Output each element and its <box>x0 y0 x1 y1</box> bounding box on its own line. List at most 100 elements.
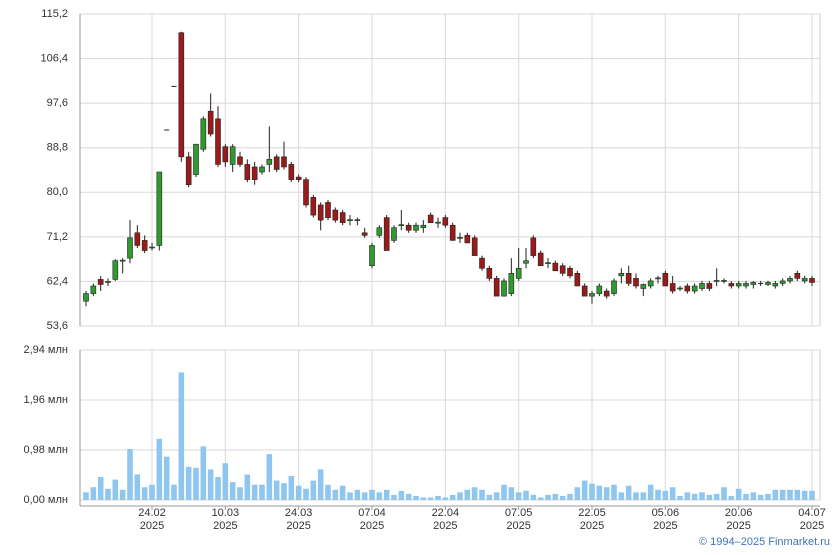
candle-body <box>787 278 793 282</box>
volume-bar <box>618 492 625 500</box>
candle-body <box>193 143 199 175</box>
volume-bar <box>486 494 493 500</box>
candle-body <box>508 273 515 294</box>
candle-body <box>801 278 808 282</box>
volume-bar <box>603 487 610 500</box>
candle-body <box>237 156 243 165</box>
candle-body <box>772 283 779 287</box>
x-tick-label: 2025 <box>726 520 750 532</box>
y-tick-label: 97,6 <box>47 97 68 109</box>
candle-body <box>391 227 397 241</box>
candle-body <box>420 224 427 229</box>
volume-bar <box>809 490 815 500</box>
volume-bar <box>171 484 177 500</box>
candle-body <box>486 267 493 279</box>
candle-body <box>559 265 566 274</box>
volume-bar <box>640 492 647 500</box>
volume-bar <box>523 490 529 500</box>
candle-body <box>640 284 647 289</box>
x-tick-label: 22.04 <box>432 507 460 519</box>
volume-bar <box>625 485 632 500</box>
volume-bar <box>376 492 383 500</box>
candle-body <box>112 260 119 280</box>
volume-bar <box>369 489 375 500</box>
volume-bar <box>127 448 133 500</box>
y-tick-label: 1,96 млн <box>23 394 68 406</box>
candle-body <box>574 273 581 287</box>
candle-body <box>743 283 749 287</box>
candle-body <box>603 290 610 297</box>
candle-body <box>149 246 155 249</box>
volume-bar <box>743 493 749 500</box>
x-tick-label: 04.07 <box>798 507 826 519</box>
volume-bar <box>464 489 471 500</box>
candle-body <box>171 85 177 87</box>
volume-bar <box>149 484 155 500</box>
candle-body <box>713 280 720 282</box>
volume-bar <box>691 493 698 500</box>
y-tick-label: 62,4 <box>47 275 68 287</box>
x-tick-label: 20.06 <box>725 507 753 519</box>
volume-bar <box>317 469 324 500</box>
x-tick-label: 2025 <box>580 520 604 532</box>
volume-bar <box>501 484 507 500</box>
candle-body <box>405 224 412 231</box>
volume-bar <box>295 485 302 500</box>
volume-bar <box>178 372 185 500</box>
volume-bar <box>420 497 427 500</box>
candle-body <box>105 281 111 283</box>
volume-bar <box>427 497 434 500</box>
candle-body <box>794 273 801 279</box>
candle-body <box>141 240 148 251</box>
candle-body <box>383 217 390 251</box>
volume-bar <box>163 456 170 500</box>
x-tick-label: 05.06 <box>652 507 680 519</box>
volume-bar <box>361 492 368 500</box>
candle-body <box>83 293 89 302</box>
candle-body <box>164 129 170 131</box>
y-tick-label: 71,2 <box>47 231 68 243</box>
volume-bar <box>757 494 764 500</box>
volume-bar <box>259 484 265 500</box>
candle-body <box>119 259 126 262</box>
candle-body <box>611 280 617 294</box>
candle-body <box>758 282 764 284</box>
volume-bar <box>237 487 243 500</box>
volume-bar <box>90 487 97 500</box>
x-tick-label: 2025 <box>653 520 677 532</box>
volume-bar <box>435 495 441 500</box>
volume-bar <box>244 474 251 500</box>
candle-body <box>706 283 713 289</box>
y-tick-label: 53,6 <box>47 320 68 332</box>
volume-bar <box>97 477 104 500</box>
candle-body <box>750 282 757 285</box>
x-tick-label: 2025 <box>360 520 384 532</box>
volume-bar <box>611 484 617 500</box>
candle-body <box>618 273 625 277</box>
x-tick-label: 2025 <box>140 520 164 532</box>
candle-body <box>589 293 595 297</box>
candle-body <box>449 224 456 241</box>
candle-body <box>185 156 192 185</box>
x-tick-label: 2025 <box>506 520 530 532</box>
volume-bar <box>200 446 207 500</box>
candle-body <box>347 219 353 221</box>
candle-body <box>325 202 331 218</box>
x-tick-label: 07.04 <box>358 507 386 519</box>
candle-body <box>295 176 302 180</box>
candle-body <box>376 227 383 236</box>
candle-body <box>530 237 537 256</box>
footer: © 1994–2025 Finmarket.ru <box>699 536 830 548</box>
volume-bar <box>105 488 111 500</box>
candle-body <box>735 283 742 287</box>
candle-body <box>501 280 507 297</box>
candle-body <box>662 273 669 287</box>
candle-body <box>200 118 207 150</box>
volume-bar <box>493 492 500 500</box>
volume-bar <box>266 454 273 500</box>
candle-body <box>464 235 471 244</box>
volume-bar <box>457 492 463 500</box>
volume-bar <box>669 487 676 500</box>
volume-bar <box>567 493 573 500</box>
volume-bar <box>545 494 551 500</box>
